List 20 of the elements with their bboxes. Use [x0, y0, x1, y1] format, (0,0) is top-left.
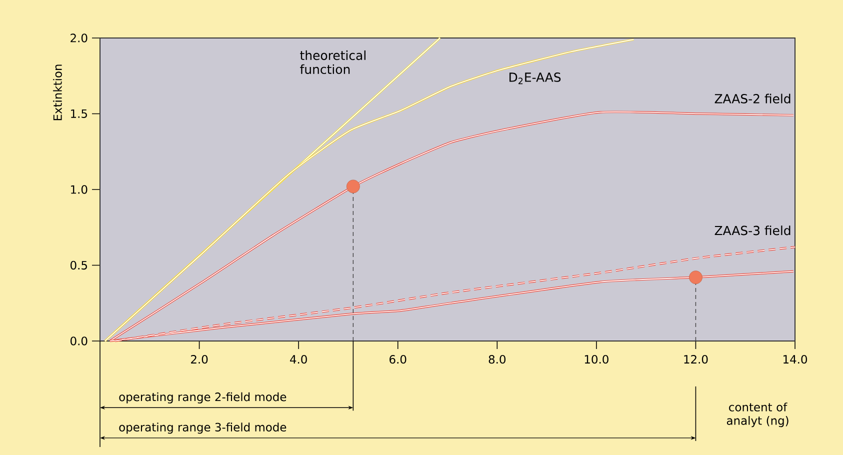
- x-axis-title: content of analyt (ng): [726, 402, 788, 428]
- y-tick-label: 0.0: [70, 336, 88, 346]
- y-tick-label: 1.5: [71, 109, 87, 118]
- series-label: theoretical function: [300, 50, 366, 74]
- x-tick-label: 4.0: [290, 355, 307, 364]
- x-tick-label: 10.0: [584, 355, 608, 364]
- y-tick-label: 0.5: [70, 260, 87, 270]
- x-tick-label: 6.0: [390, 355, 406, 364]
- series-label: D$_{2}$E-AAS: [510, 72, 561, 84]
- y-tick-label: 1.0: [71, 185, 88, 194]
- text: operating range 3-field mode: [119, 422, 286, 434]
- x-tick-label: 14.0: [784, 355, 807, 364]
- text: operating range 2-field mode: [119, 392, 286, 404]
- x-tick-label: 8.0: [488, 355, 506, 364]
- y-axis-title: Extinktion: [53, 64, 62, 120]
- x-tick-label: 12.0: [684, 355, 708, 364]
- series-label: ZAAS-2 field: [714, 94, 790, 104]
- x-tick-label: 2.0: [191, 355, 208, 364]
- text: ZAAS-3 field: [714, 226, 790, 236]
- y-tick-label: 2.0: [70, 34, 88, 42]
